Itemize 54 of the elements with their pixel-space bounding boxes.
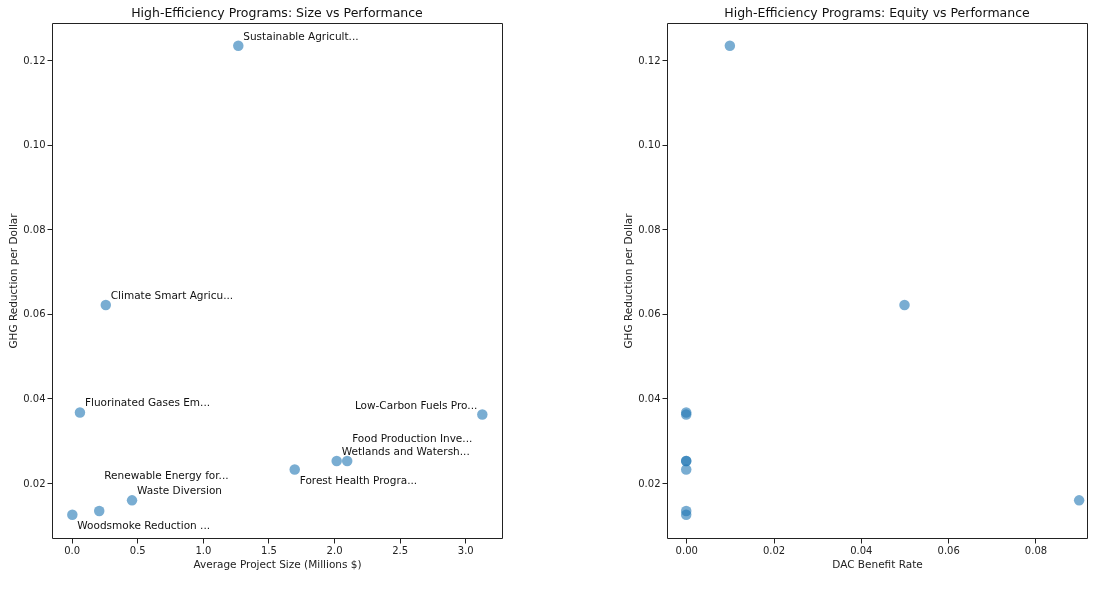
point xyxy=(126,495,138,506)
point xyxy=(67,509,78,520)
point xyxy=(341,455,353,467)
x-tick-label: 0.0 xyxy=(64,544,81,556)
point xyxy=(74,407,86,418)
x-tick-label: 2.5 xyxy=(392,544,409,556)
point xyxy=(331,455,342,467)
x-tick-label: 1.5 xyxy=(261,544,277,556)
annotation: Waste Diversion xyxy=(137,484,223,497)
x-tick-label: 3.0 xyxy=(457,544,474,556)
annotation: Renewable Energy for... xyxy=(104,468,229,481)
x-tick-label: 0.06 xyxy=(937,544,960,556)
point xyxy=(93,505,105,517)
point xyxy=(899,299,910,311)
annotation: Woodsmoke Reduction ... xyxy=(77,518,211,531)
point xyxy=(680,509,692,520)
x-axis-title: DAC Benefit Rate xyxy=(832,557,923,570)
point xyxy=(724,40,736,52)
point xyxy=(233,40,244,52)
annotation: Wetlands and Watersh... xyxy=(341,445,470,458)
chart-title: High-Efficiency Programs: Size vs Performance xyxy=(131,4,424,20)
x-tick-label: 2.0 xyxy=(326,544,343,556)
y-tick-label: 0.10 xyxy=(638,139,661,151)
y-tick-label: 0.12 xyxy=(638,54,661,66)
annotation: Forest Health Progra... xyxy=(299,473,418,486)
x-tick-label: 0.5 xyxy=(129,544,146,556)
chart-title: High-Efficiency Programs: Equity vs Performance xyxy=(724,4,1031,20)
x-tick-label: 0.04 xyxy=(850,544,873,556)
annotation: Fluorinated Gases Em... xyxy=(84,396,211,409)
annotation: Food Production Inve... xyxy=(352,432,473,445)
y-axis-title: GHG Reduction per Dollar xyxy=(622,212,635,349)
point xyxy=(1073,495,1085,506)
annotation: Low-Carbon Fuels Pro... xyxy=(354,398,478,411)
y-tick-label: 0.06 xyxy=(23,308,46,320)
point xyxy=(477,409,488,420)
y-tick-label: 0.04 xyxy=(23,392,46,404)
x-tick-label: 1.0 xyxy=(195,544,212,556)
annotation: Climate Smart Agricu... xyxy=(110,289,234,302)
y-axis-title: GHG Reduction per Dollar xyxy=(7,212,20,349)
x-tick-label: 0.08 xyxy=(1024,544,1048,556)
x-axis-title: Average Project Size (Millions $) xyxy=(193,557,362,570)
x-tick-label: 0.02 xyxy=(762,544,786,556)
y-tick-label: 0.04 xyxy=(638,392,661,404)
y-tick-label: 0.02 xyxy=(638,477,661,489)
y-tick-label: 0.10 xyxy=(23,139,46,151)
y-tick-label: 0.12 xyxy=(23,54,46,66)
y-tick-label: 0.08 xyxy=(638,223,661,235)
y-tick-label: 0.06 xyxy=(638,308,661,320)
point xyxy=(289,464,300,475)
annotation: Sustainable Agricult... xyxy=(243,29,359,42)
x-tick-label: 0.00 xyxy=(675,544,698,556)
y-tick-label: 0.02 xyxy=(23,477,46,489)
y-tick-label: 0.08 xyxy=(23,223,46,235)
point xyxy=(100,299,112,311)
